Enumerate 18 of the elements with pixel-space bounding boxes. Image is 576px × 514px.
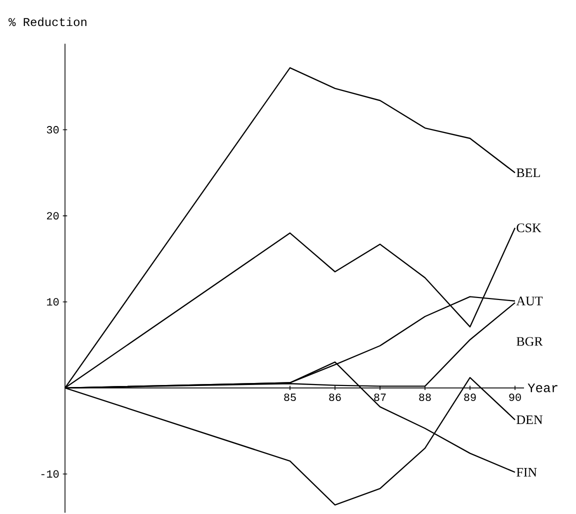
x-tick-label: 87	[374, 394, 386, 402]
y-tick-label: 20	[46, 212, 59, 220]
series-label: DEN	[516, 416, 543, 424]
x-tick-label: 86	[329, 394, 341, 402]
series-label: BEL	[516, 168, 540, 178]
x-tick-label: 88	[419, 394, 431, 402]
y-tick-label: 30	[46, 126, 59, 134]
series-label: CSK	[516, 224, 542, 232]
series-label: AUT	[516, 296, 543, 306]
x-tick-label: 89	[464, 394, 476, 402]
x-axis-title: Year	[528, 384, 558, 392]
x-tick-label: 90	[509, 394, 521, 402]
series-label: FIN	[516, 468, 537, 476]
y-axis-title: % Reduction	[8, 17, 86, 26]
text: BGR	[516, 337, 543, 346]
y-tick-label: -10	[41, 470, 59, 478]
x-tick-label: 85	[284, 394, 296, 402]
y-tick-label: 10	[47, 298, 59, 306]
